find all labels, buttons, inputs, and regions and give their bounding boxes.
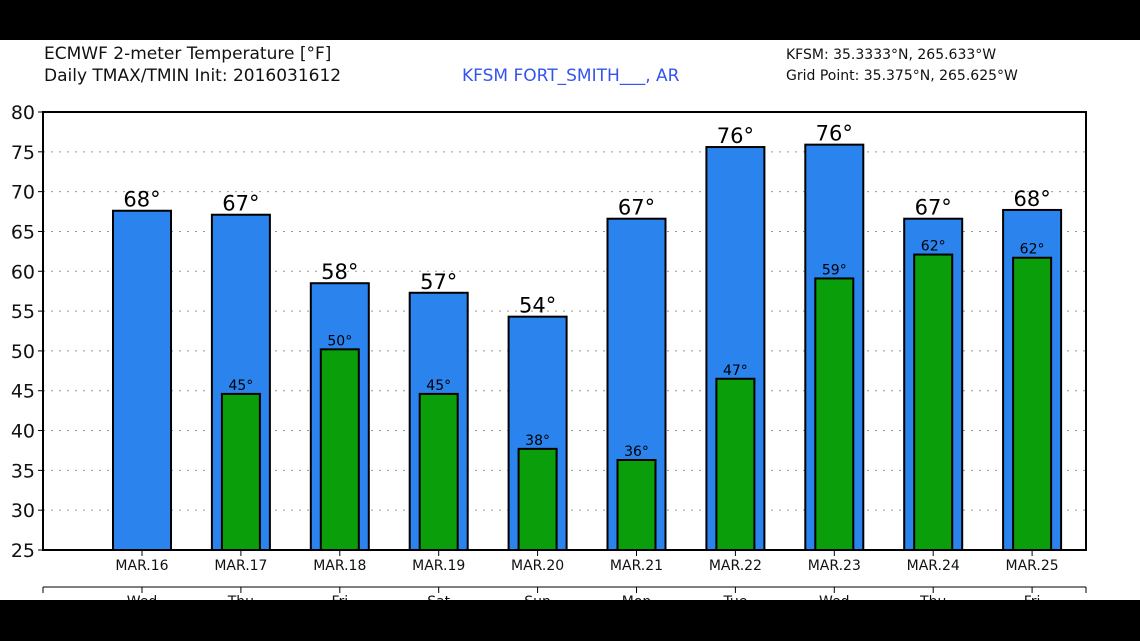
x-tick-label: MAR.18 (313, 558, 366, 574)
weekday-label: Thu (227, 594, 254, 600)
tmin-bar (715, 377, 756, 552)
tmax-label: 68° (1013, 187, 1050, 211)
y-tick-label: 25 (11, 540, 35, 562)
tmin-label: 45° (228, 378, 253, 394)
x-tick-label: MAR.24 (907, 558, 960, 574)
tmin-bar (616, 459, 657, 551)
x-tick-label: MAR.16 (115, 558, 168, 574)
weekday-label: Tue (722, 594, 747, 600)
tmax-label: 54° (519, 294, 556, 318)
chart-subtitle: Daily TMAX/TMIN Init: 2016031612 (44, 66, 342, 86)
tmax-label: 67° (222, 192, 259, 216)
station-name: KFSM FORT_SMITH___, AR (462, 66, 680, 86)
tmin-bar (814, 277, 855, 551)
tmin-bar (220, 392, 261, 551)
y-tick-label: 30 (11, 500, 35, 522)
tmin-bar (517, 447, 558, 551)
x-tick-label: MAR.17 (214, 558, 267, 574)
y-tick-label: 55 (11, 301, 35, 323)
weekday-label: Wed (127, 594, 158, 600)
tmin-label: 59° (822, 262, 847, 278)
weekday-label: Fri (331, 594, 348, 600)
tmin-label: 62° (921, 239, 946, 255)
y-tick-label: 75 (11, 142, 35, 164)
y-tick-label: 40 (11, 421, 35, 443)
weekday-label: Mon (622, 594, 652, 600)
x-tick-label: MAR.22 (709, 558, 762, 574)
tmin-label: 45° (426, 378, 451, 394)
tmax-label: 68° (123, 188, 160, 212)
station-coords: KFSM: 35.3333°N, 265.633°W (786, 47, 997, 63)
y-tick-label: 70 (11, 182, 35, 204)
tmax-label: 57° (420, 270, 457, 294)
weekday-label: Sun (524, 594, 551, 600)
x-tick-label: MAR.25 (1006, 558, 1059, 574)
tmax-label: 76° (816, 122, 853, 146)
tmin-label: 50° (327, 333, 352, 349)
weekday-label: Thu (919, 594, 946, 600)
grid-point: Grid Point: 35.375°N, 265.625°W (786, 68, 1018, 84)
tmin-bar (913, 253, 954, 551)
y-tick-label: 65 (11, 221, 35, 243)
plot-frame (42, 111, 1087, 551)
tmax-label: 58° (321, 260, 358, 284)
tmin-label: 38° (525, 433, 550, 449)
tmin-bar (1012, 256, 1053, 551)
y-tick-label: 80 (11, 102, 35, 124)
x-tick-label: MAR.19 (412, 558, 465, 574)
tmin-bar (418, 392, 459, 551)
y-tick-label: 35 (11, 460, 35, 482)
weekday-label: Wed (819, 594, 850, 600)
x-tick-label: MAR.21 (610, 558, 663, 574)
tmin-label: 62° (1020, 242, 1045, 258)
tmax-label: 76° (717, 124, 754, 148)
chart-panel: ECMWF 2-meter Temperature [°F] Daily TMA… (0, 40, 1140, 600)
tmax-bar (112, 209, 172, 551)
tmax-label: 67° (618, 196, 655, 220)
chart-title: ECMWF 2-meter Temperature [°F] (44, 44, 332, 64)
bar-chart: 25 30 35 40 45 50 55 60 65 70 75 80 68° MAR.16 Wed 67° 4… (11, 102, 1087, 600)
weekday-label: Fri (1024, 594, 1041, 600)
tmin-label: 36° (624, 444, 649, 460)
x-tick-label: MAR.20 (511, 558, 564, 574)
x-tick-label: MAR.23 (808, 558, 861, 574)
y-tick-label: 60 (11, 261, 35, 283)
tmin-bar (319, 348, 360, 552)
y-tick-label: 50 (11, 341, 35, 363)
y-tick-label: 45 (11, 381, 35, 403)
weekday-label: Sat (427, 594, 450, 600)
tmax-label: 67° (915, 196, 952, 220)
tmin-label: 47° (723, 363, 748, 379)
